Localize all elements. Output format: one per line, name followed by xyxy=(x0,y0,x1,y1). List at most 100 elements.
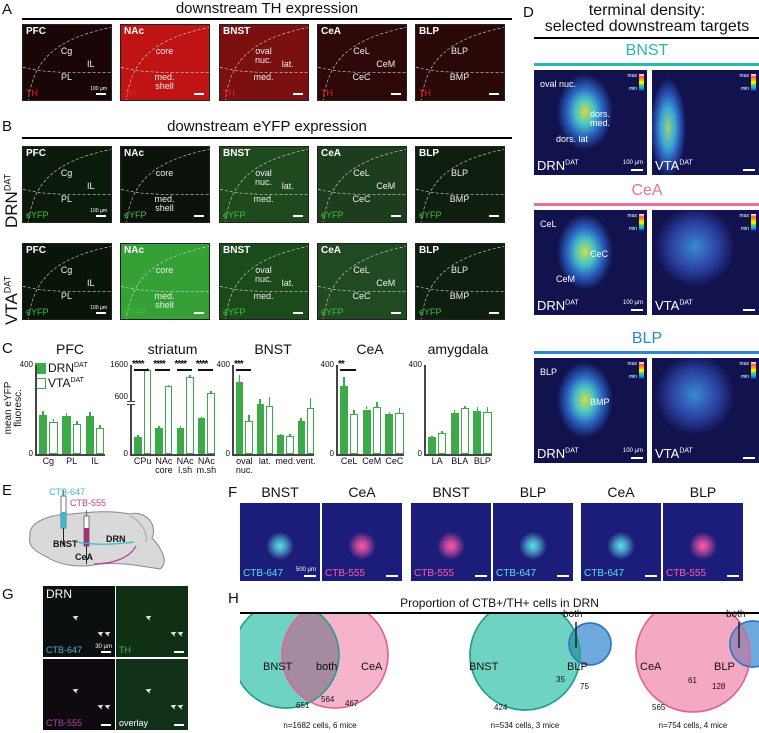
heatmap-source-vta: VTADAT xyxy=(655,158,693,173)
x-axis xyxy=(35,454,105,456)
tile-subregion-label: PL xyxy=(60,71,72,82)
scale-bar xyxy=(304,575,316,577)
heatmap-cea-vta: max min VTADAT xyxy=(652,210,759,315)
region-drn-label: DRN xyxy=(106,534,126,544)
arrowhead-icon: ➤ xyxy=(143,685,153,696)
tile-region-title: PFC xyxy=(26,245,46,256)
colorbar-max: max xyxy=(627,73,637,79)
tile-region-title: CeA xyxy=(321,26,342,37)
tile-subregion-label: CeM xyxy=(376,58,396,69)
colorbar-min: min xyxy=(740,86,749,92)
scale-bar xyxy=(475,575,487,577)
error-bar xyxy=(210,391,212,394)
y-axis xyxy=(232,365,234,454)
tile-subregion-label: BMP xyxy=(449,193,470,204)
venn3-a-label: CeA xyxy=(640,661,662,673)
heat-signal xyxy=(652,358,759,463)
heatmap-source-vta: VTADAT xyxy=(655,446,693,461)
injection-site-right: CTB-647 xyxy=(493,503,573,581)
scale-bar xyxy=(489,93,499,95)
tile-subregion-label: med. xyxy=(253,290,274,301)
heatmap-region-label: dors. med. xyxy=(590,109,611,128)
error-bar xyxy=(52,418,55,422)
venn2-both-count: 35 xyxy=(556,675,565,684)
scale-bar xyxy=(386,575,398,577)
error-bar xyxy=(431,435,433,438)
bar-vta xyxy=(460,408,469,454)
x-tick-label: CeL xyxy=(340,456,358,466)
tile-region-title: CeA xyxy=(321,245,342,256)
heatmap-cea-drn: max min CeL CeC CeM 100 µm DRNDAT xyxy=(534,210,647,315)
x-tick-label: vent. xyxy=(296,456,316,466)
colorbar-min: min xyxy=(628,226,637,232)
tile-stain-label: TH xyxy=(223,88,235,98)
significance-bracket xyxy=(155,369,171,371)
heatmap-source-drn: DRNDAT xyxy=(537,298,579,313)
venn2-a-count: 424 xyxy=(494,703,508,712)
heatmap-source-drn: DRNDAT xyxy=(537,158,579,173)
panel-h-rule xyxy=(240,612,759,614)
scale-bar xyxy=(489,312,499,314)
image-tile-bnst: BNST oval nuc. med. lat. eYFP xyxy=(219,146,309,223)
panel-letter-h: H xyxy=(228,590,239,607)
scale-bar xyxy=(194,93,204,95)
venn3-both-count: 61 xyxy=(688,676,697,685)
panel-f-title-right: BLP xyxy=(519,484,547,500)
image-tile-blp: BLP BLP BMP TH xyxy=(415,24,505,101)
section-rule xyxy=(534,351,759,354)
venn2-both-label: both xyxy=(563,609,583,620)
scale-bar xyxy=(101,651,111,653)
x-tick-label: med. xyxy=(275,456,296,466)
scale-bar-text: 100 µm xyxy=(90,305,107,311)
x-axis xyxy=(232,454,314,456)
bar-drn xyxy=(62,416,71,454)
y-tick-label: 600 xyxy=(114,392,128,401)
tile-subregion-label: CeL xyxy=(353,45,370,56)
error-bar xyxy=(189,375,191,377)
stain-label: CTB-555 xyxy=(325,568,366,579)
panel-c-ylabel: mean eYFP fluoresc. xyxy=(3,381,24,435)
injection-site-right: CTB-555 xyxy=(322,503,402,581)
y-tick-label: 0 xyxy=(28,449,33,458)
stain-label: CTB-555 xyxy=(414,568,455,579)
bar-vta xyxy=(483,411,492,454)
heatmap-region-label: BLP xyxy=(540,367,558,377)
x-tick-label: NAc m.sh xyxy=(196,456,217,475)
error-bar xyxy=(279,433,282,436)
bar-drn xyxy=(297,420,305,454)
scale-bar xyxy=(743,457,755,459)
error-bar xyxy=(238,375,241,382)
section-rule xyxy=(534,63,759,66)
axis-break xyxy=(127,401,135,405)
scale-bar-text: 30 µm xyxy=(95,644,112,650)
tile-region-title: BNST xyxy=(223,148,251,159)
colorbar-max: max xyxy=(739,361,749,367)
y-tick-label: 400 xyxy=(19,360,33,369)
bar-vta xyxy=(438,432,447,454)
tile-region-title: NAc xyxy=(124,26,145,37)
panel-g-tile-ctb-647: CTB-647 DRN 30 µm ➤ ➤ ➤ xyxy=(43,586,115,657)
venn2-b-count: 75 xyxy=(580,682,589,691)
legend-drn-swatch xyxy=(35,363,46,374)
arrowhead-icon: ➤ xyxy=(175,627,186,639)
tile-subregion-label: Cg xyxy=(60,264,73,275)
panel-d-section-title-blp: BLP xyxy=(631,330,663,347)
bar-vta xyxy=(372,407,381,454)
error-bar xyxy=(42,410,44,416)
tile-subregion-label: oval nuc. xyxy=(254,167,272,187)
tile-subregion-label: CeC xyxy=(352,71,371,82)
tile-subregion-label: med. xyxy=(253,71,274,82)
image-tile-cea: CeA CeL CeC CeM eYFP xyxy=(317,146,407,223)
injection-site-right: CTB-555 xyxy=(663,503,743,581)
bar-drn xyxy=(256,403,264,454)
error-bar xyxy=(146,367,149,370)
x-tick-label: oval nuc. xyxy=(235,456,253,475)
row-label-drn: DRNDAT xyxy=(2,173,21,228)
tile-region-title: BNST xyxy=(223,26,251,37)
scale-bar-text: 500 µm xyxy=(295,567,316,573)
venn1-b-count: 467 xyxy=(345,699,359,708)
panel-b-title: downstream eYFP expression xyxy=(167,118,367,135)
venn1-b-label: CeA xyxy=(361,661,383,673)
stain-label: CTB-647 xyxy=(243,568,284,579)
arrowhead-icon: ➤ xyxy=(102,627,113,639)
